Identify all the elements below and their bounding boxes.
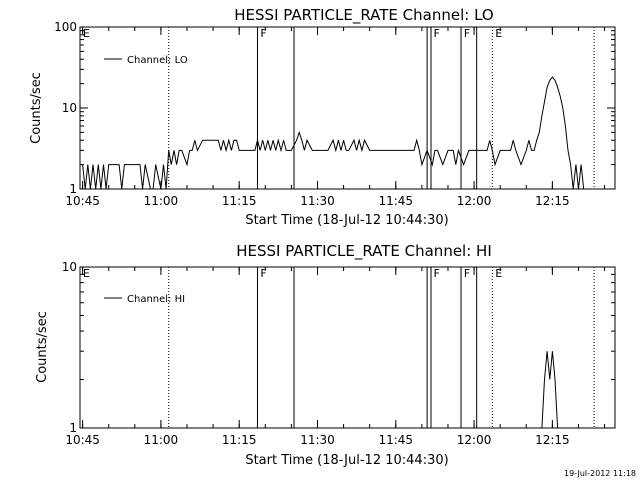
legend: Channel: HI xyxy=(104,294,185,305)
flag-label: F xyxy=(260,267,266,280)
plot-frame xyxy=(79,266,616,429)
flag-label: E xyxy=(83,27,90,40)
y-tick-label: 100 xyxy=(54,20,77,34)
x-tick-label: 11:45 xyxy=(378,194,413,208)
flag-label: E xyxy=(83,267,90,280)
event-lines xyxy=(168,27,595,189)
x-tick-label: 11:45 xyxy=(378,433,413,447)
series-line-hi xyxy=(541,351,563,429)
x-tick-label: 11:15 xyxy=(222,433,257,447)
flag-label: F xyxy=(464,267,470,280)
flag-label: E xyxy=(495,27,502,40)
x-tick-label: 12:00 xyxy=(457,194,492,208)
x-tick-label: 11:30 xyxy=(300,433,335,447)
chart-panel-hi: HESSI PARTICLE_RATE Channel: HI 1 10 10:4… xyxy=(35,242,616,468)
flag-label: E xyxy=(495,267,502,280)
x-tick-label: 11:15 xyxy=(222,194,257,208)
event-lines xyxy=(168,267,595,428)
x-axis: 10:45 11:00 11:15 11:30 11:45 12:00 12:15 xyxy=(65,27,606,208)
x-tick-label: 11:00 xyxy=(144,194,179,208)
y-tick-label: 10 xyxy=(62,101,77,115)
plot-frame xyxy=(79,26,616,190)
x-axis-title: Start Time (18-Jul-12 10:44:30) xyxy=(245,453,448,468)
series-line-lo xyxy=(82,76,592,190)
flag-label: F xyxy=(464,27,470,40)
y-tick-label: 10 xyxy=(62,260,77,274)
x-tick-label: 11:00 xyxy=(144,433,179,447)
chart-title: HESSI PARTICLE_RATE Channel: HI xyxy=(236,242,492,261)
flag-label: F xyxy=(433,267,439,280)
chart-panel-lo: HESSI PARTICLE_RATE Channel: LO 1 10 100 1… xyxy=(29,6,616,228)
legend: Channel: LO xyxy=(104,55,188,66)
x-tick-label: 12:15 xyxy=(535,194,570,208)
legend-label: Channel: LO xyxy=(127,55,188,66)
x-tick-label: 12:15 xyxy=(535,433,570,447)
y-tick-label: 1 xyxy=(69,421,77,435)
x-axis: 10:45 11:00 11:15 11:30 11:45 12:00 12:15 xyxy=(65,267,606,447)
flag-label: F xyxy=(260,27,266,40)
x-tick-label: 12:00 xyxy=(457,433,492,447)
legend-label: Channel: HI xyxy=(127,294,185,305)
flag-label: F xyxy=(433,27,439,40)
chart-title: HESSI PARTICLE_RATE Channel: LO xyxy=(234,6,493,25)
footer-timestamp: 19-Jul-2012 11:18 xyxy=(564,469,636,478)
y-axis: 1 10 xyxy=(62,260,615,435)
y-axis-title: Counts/sec xyxy=(29,72,44,144)
x-tick-label: 10:45 xyxy=(65,433,100,447)
x-tick-label: 10:45 xyxy=(65,194,100,208)
y-axis: 1 10 100 xyxy=(54,20,615,196)
y-tick-label: 1 xyxy=(69,182,77,196)
y-axis-title: Counts/sec xyxy=(35,311,50,383)
x-axis-title: Start Time (18-Jul-12 10:44:30) xyxy=(245,213,448,228)
x-tick-label: 11:30 xyxy=(300,194,335,208)
